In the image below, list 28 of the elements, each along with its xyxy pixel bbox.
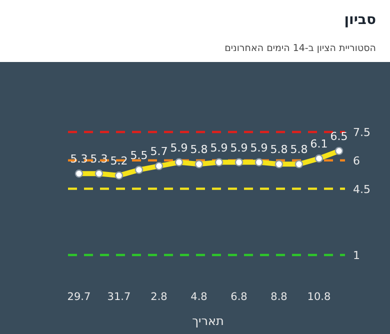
y-tick-label: 6 <box>353 154 360 168</box>
x-tick-label: 2.8 <box>150 291 168 303</box>
data-label: 5.2 <box>110 154 128 168</box>
x-tick-label: 29.7 <box>67 291 91 303</box>
data-label: 6.5 <box>330 130 348 143</box>
chart-title: סביון <box>344 12 376 28</box>
data-label: 5.9 <box>250 141 268 154</box>
x-tick-label: 10.8 <box>307 291 331 303</box>
data-label: 5.3 <box>70 152 88 166</box>
data-label: 5.9 <box>230 141 248 154</box>
data-label: 5.5 <box>130 148 148 162</box>
y-tick-label: 4.5 <box>353 182 370 196</box>
y-tick-label: 1 <box>353 249 360 262</box>
data-label: 6.1 <box>310 137 328 150</box>
x-axis-title: תאריך <box>192 314 224 328</box>
x-tick-label: 31.7 <box>107 291 131 303</box>
data-label: 5.8 <box>290 143 308 156</box>
data-label: 5.7 <box>150 145 168 158</box>
data-label: 5.9 <box>210 141 228 154</box>
x-tick-label: 4.8 <box>190 291 208 303</box>
data-label: 5.9 <box>170 141 188 154</box>
x-tick-label: 6.8 <box>230 291 248 303</box>
x-tick-label: 8.8 <box>270 291 288 303</box>
data-label: 5.8 <box>190 143 208 156</box>
data-label: 5.8 <box>270 143 288 156</box>
chart-subtitle: הסטוריית הציון ב-14 הימים האחרונים <box>224 43 376 54</box>
data-label: 5.3 <box>90 152 108 166</box>
y-tick-label: 7.5 <box>353 126 370 139</box>
